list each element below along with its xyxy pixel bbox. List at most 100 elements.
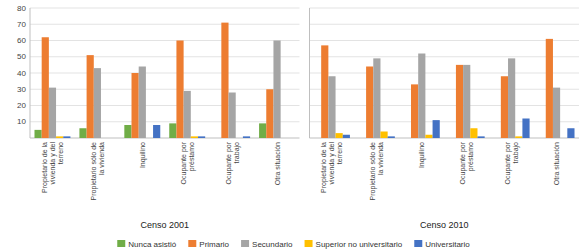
y-tick-label: 70 [17, 20, 26, 29]
bar [132, 73, 139, 138]
x-tick-label-group: Propietario de lavivienda y delterreno [320, 142, 343, 193]
bar [214, 138, 221, 139]
legend-label: Universitario [425, 240, 470, 249]
grid-line [30, 73, 300, 74]
bar [411, 84, 418, 138]
bar [108, 138, 115, 139]
bar [463, 65, 470, 138]
panel: 1020304050607080Propietario de laviviend… [17, 4, 299, 231]
bar [321, 45, 328, 138]
bar [273, 41, 280, 139]
grid-line [30, 40, 300, 41]
bar [425, 135, 432, 138]
x-tick-label-group: Ocupante portrabajo [504, 141, 520, 184]
x-tick-label-group: Ocupante portrabajo [225, 141, 241, 184]
grid-line [310, 8, 580, 9]
x-tick-label: Propietario sólo dela vivienda [369, 142, 384, 200]
bar [236, 138, 243, 139]
x-tick-label: Propietario sólo dela vivienda [90, 142, 105, 200]
bar [169, 123, 176, 138]
bar [184, 91, 191, 138]
bar [560, 138, 567, 139]
bar [79, 128, 86, 138]
x-tick-label: Inquilino [418, 142, 426, 168]
grid-line [30, 89, 300, 90]
bar [470, 128, 477, 138]
bar [359, 138, 366, 139]
bar [243, 136, 250, 138]
x-tick-label-group: Ocupante porpréstamo [180, 141, 196, 184]
y-axis-line [30, 8, 31, 138]
bar [139, 67, 146, 139]
grid-line [310, 40, 580, 41]
legend-label: Secundario [252, 240, 293, 249]
y-tick-label: 60 [17, 36, 26, 45]
legend-label: Primario [199, 240, 229, 249]
legend-swatch [414, 240, 422, 247]
bar [418, 54, 425, 139]
x-tick-label: Ocupante porpréstamo [459, 141, 475, 184]
y-axis-line [309, 8, 310, 138]
grid-line [30, 121, 300, 122]
legend-item: Universitario [414, 240, 470, 249]
y-tick-label: 20 [17, 101, 26, 110]
bar [42, 37, 49, 138]
bar [380, 132, 387, 139]
bar [522, 119, 529, 139]
bar [198, 136, 205, 138]
bar [229, 93, 236, 139]
bar [508, 58, 515, 138]
bar [373, 58, 380, 138]
x-tick-label: Ocupante porpréstamo [180, 141, 196, 184]
y-tick-label: 40 [17, 69, 26, 78]
bar [494, 138, 501, 139]
bar [281, 138, 288, 139]
x-tick-label-group: Otra situación [274, 142, 281, 185]
grid-line [310, 121, 580, 122]
x-axis-label: Censo 2001 [140, 220, 189, 230]
legend-swatch [305, 240, 313, 247]
bar [539, 138, 546, 139]
bar [221, 23, 228, 138]
legend-swatch [188, 240, 196, 247]
y-tick-label: 50 [17, 52, 26, 61]
x-tick-label: Ocupante portrabajo [504, 141, 520, 184]
bar [176, 41, 183, 139]
bar [546, 39, 553, 138]
bar [314, 138, 321, 139]
legend: Nunca asistió Primario Secundario Superior … [117, 240, 470, 249]
grid-line [310, 56, 580, 57]
grid-line [30, 105, 300, 106]
x-tick-label-group: Otra situación [553, 142, 560, 185]
x-tick-label: Inquilino [139, 142, 147, 168]
legend-item: Secundario [241, 240, 293, 249]
bar [49, 88, 56, 138]
x-tick-label-group: Propietario sólo dela vivienda [369, 142, 384, 200]
legend-label: Nunca asistió [128, 240, 177, 249]
bar [63, 136, 70, 138]
legend-item: Nunca asistió [117, 240, 177, 249]
bar [288, 138, 295, 139]
x-axis-label: Censo 2010 [420, 220, 469, 230]
bar [388, 136, 395, 138]
bar [336, 133, 343, 138]
bar [191, 136, 198, 138]
x-tick-label-group: Inquilino [418, 142, 426, 168]
bar [366, 67, 373, 139]
bars [34, 23, 280, 138]
x-tick-label: Propietario de lavivienda y delterreno [320, 142, 343, 193]
panel: Propietario de lavivienda y delterreno Pr… [310, 8, 580, 230]
chart: 1020304050607080Propietario de laviviend… [0, 0, 587, 252]
bar [266, 89, 273, 138]
grid-line [30, 56, 300, 57]
bar [328, 76, 335, 138]
x-tick-label-group: Ocupante porpréstamo [459, 141, 475, 184]
legend-item: Primario [188, 240, 229, 249]
x-tick-label-group: Propietario sólo dela vivienda [90, 142, 105, 200]
bars [321, 39, 574, 138]
bar [124, 125, 131, 138]
legend-swatch [241, 240, 249, 247]
bar [153, 125, 160, 138]
background [0, 0, 587, 252]
legend-label: Superior no universitario [316, 240, 403, 249]
